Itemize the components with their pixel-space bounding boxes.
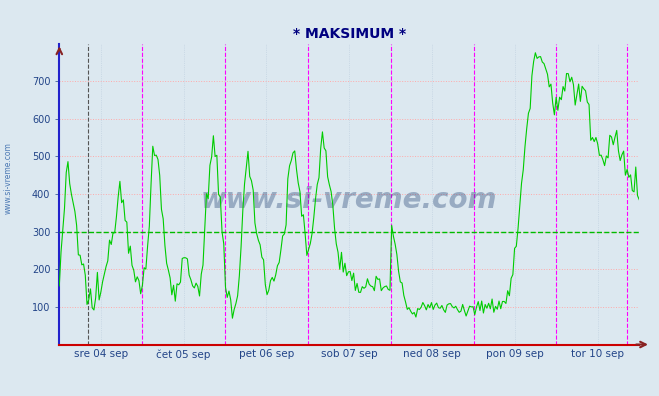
Text: www.si-vreme.com: www.si-vreme.com xyxy=(201,186,498,214)
Title: * MAKSIMUM *: * MAKSIMUM * xyxy=(293,27,406,41)
Text: www.si-vreme.com: www.si-vreme.com xyxy=(3,142,13,214)
